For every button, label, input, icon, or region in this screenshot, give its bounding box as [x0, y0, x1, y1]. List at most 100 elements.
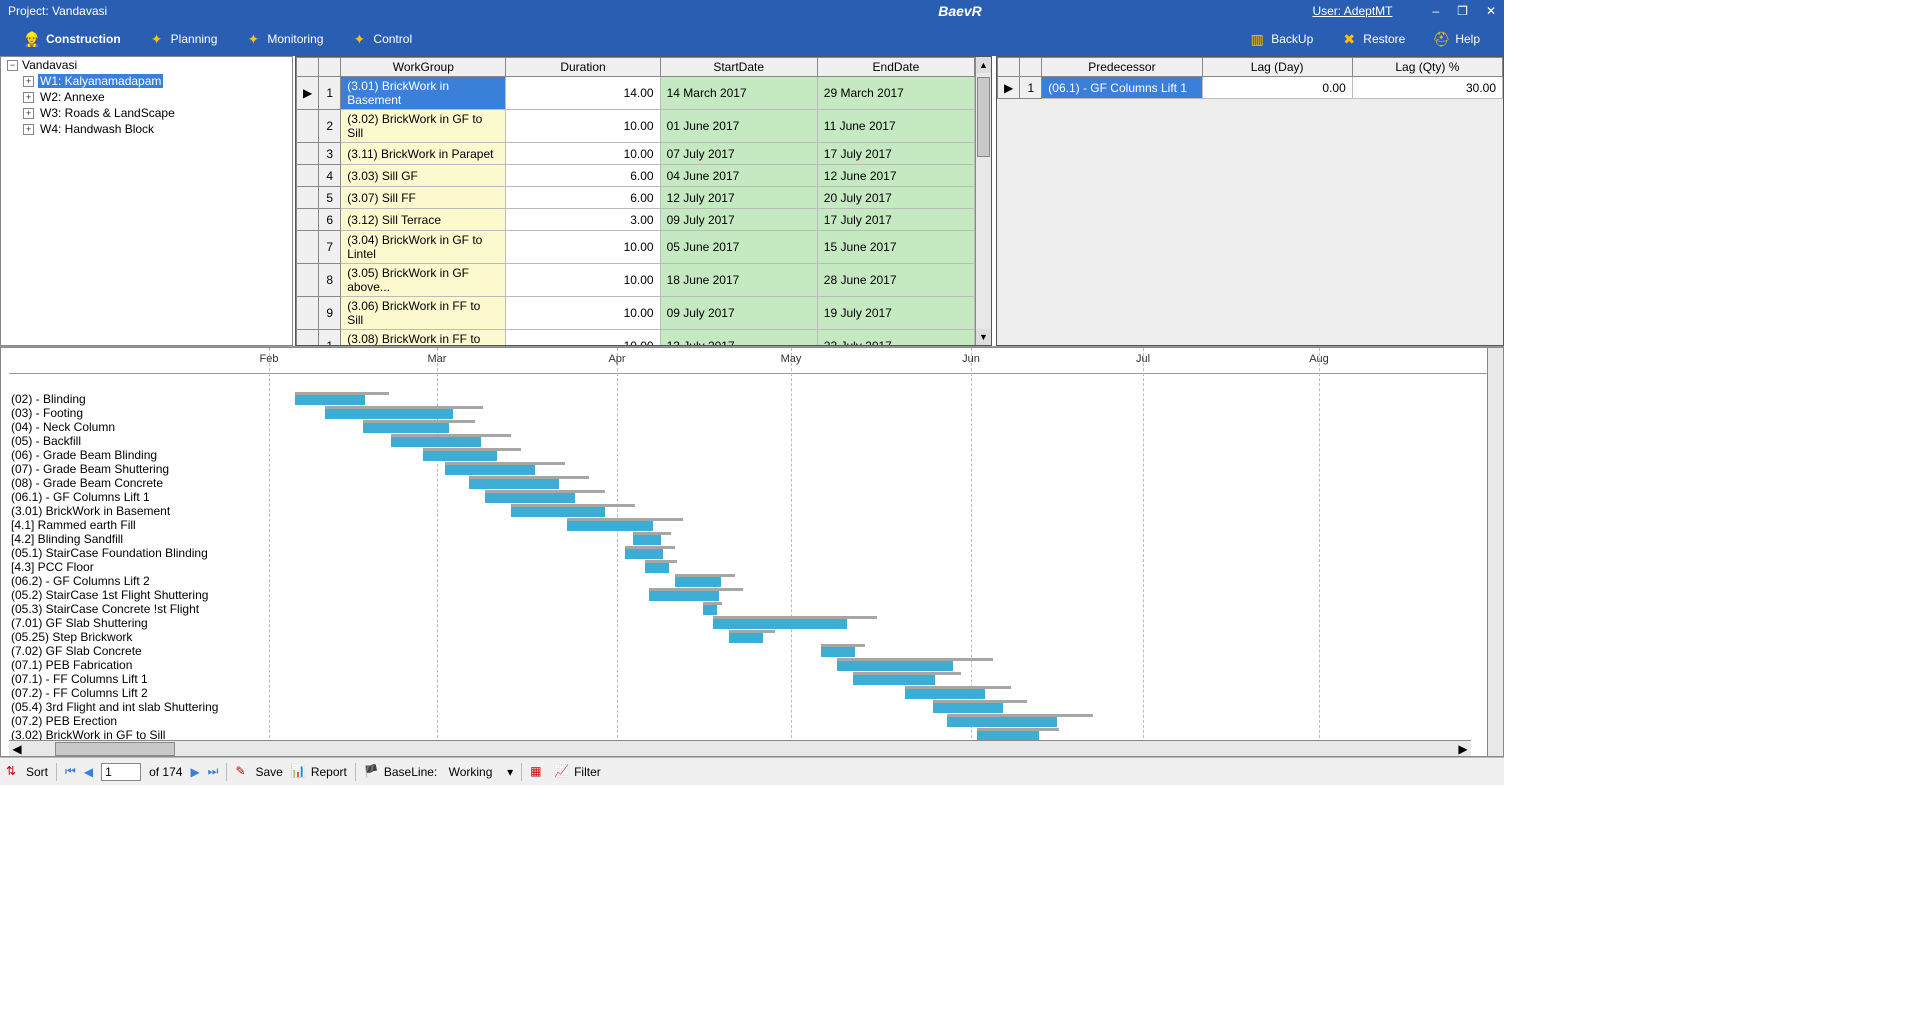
gantt-bar[interactable] [703, 605, 717, 615]
tree-item[interactable]: +W1: Kalyanamadapam [1, 73, 292, 89]
save-button[interactable]: ✎Save [235, 764, 282, 780]
cell-enddate[interactable]: 23 July 2017 [817, 330, 974, 346]
cell-startdate[interactable]: 04 June 2017 [660, 165, 817, 187]
gantt-bar[interactable] [391, 437, 481, 447]
table-row[interactable]: 5(3.07) Sill FF6.0012 July 201720 July 2… [297, 187, 975, 209]
nav-help[interactable]: ⛑Help [1419, 27, 1494, 51]
cell-workgroup[interactable]: (3.04) BrickWork in GF to Lintel [341, 231, 506, 264]
cell-duration[interactable]: 6.00 [506, 187, 660, 209]
gantt-bar[interactable] [649, 591, 719, 601]
nav-prev-button[interactable]: ◀ [84, 765, 93, 779]
close-button[interactable]: ✕ [1486, 4, 1496, 18]
expand-icon[interactable]: − [7, 60, 18, 71]
nav-first-button[interactable]: ⏮ [65, 764, 76, 779]
cell-duration[interactable]: 10.00 [506, 231, 660, 264]
table-row[interactable]: 9(3.06) BrickWork in FF to Sill10.0009 J… [297, 297, 975, 330]
cell-lag-day[interactable]: 0.00 [1202, 77, 1352, 99]
col-duration[interactable]: Duration [506, 58, 660, 77]
gantt-vscroll[interactable] [1487, 348, 1503, 756]
cell-enddate[interactable]: 29 March 2017 [817, 77, 974, 110]
cell-startdate[interactable]: 12 July 2017 [660, 187, 817, 209]
gantt-bar[interactable] [567, 521, 653, 531]
table-row[interactable]: 4(3.03) Sill GF6.0004 June 201712 June 2… [297, 165, 975, 187]
table-row[interactable]: 8(3.05) BrickWork in GF above...10.0018 … [297, 264, 975, 297]
table-row[interactable]: 7(3.04) BrickWork in GF to Lintel10.0005… [297, 231, 975, 264]
scroll-up-icon[interactable]: ▲ [976, 57, 991, 73]
cell-duration[interactable]: 3.00 [506, 209, 660, 231]
gantt-bar[interactable] [947, 717, 1057, 727]
gantt-bar[interactable] [713, 619, 847, 629]
cell-duration[interactable]: 10.00 [506, 264, 660, 297]
col-workgroup[interactable]: WorkGroup [341, 58, 506, 77]
task-grid[interactable]: WorkGroupDurationStartDateEndDate▶1(3.01… [296, 57, 975, 345]
gantt-bar[interactable] [469, 479, 559, 489]
cell-enddate[interactable]: 17 July 2017 [817, 143, 974, 165]
gantt-bar[interactable] [729, 633, 763, 643]
gantt-bar[interactable] [485, 493, 575, 503]
col-predecessor[interactable]: Predecessor [1042, 58, 1202, 77]
grid-button[interactable]: ▦ [530, 764, 546, 780]
nav-planning[interactable]: ✦Planning [135, 27, 232, 51]
cell-startdate[interactable]: 18 June 2017 [660, 264, 817, 297]
cell-startdate[interactable]: 07 July 2017 [660, 143, 817, 165]
gantt-bar[interactable] [905, 689, 985, 699]
task-grid-vscroll[interactable]: ▲ ▼ [975, 57, 991, 345]
cell-startdate[interactable]: 01 June 2017 [660, 110, 817, 143]
cell-enddate[interactable]: 28 June 2017 [817, 264, 974, 297]
cell-duration[interactable]: 10.00 [506, 297, 660, 330]
filter-button[interactable]: 📈Filter [554, 764, 601, 780]
cell-enddate[interactable]: 20 July 2017 [817, 187, 974, 209]
tree-item[interactable]: +W3: Roads & LandScape [1, 105, 292, 121]
nav-last-button[interactable]: ⏭ [208, 764, 219, 779]
cell-enddate[interactable]: 17 July 2017 [817, 209, 974, 231]
tree-root-item[interactable]: −Vandavasi [1, 57, 292, 73]
gantt-bar[interactable] [325, 409, 453, 419]
nav-next-button[interactable]: ▶ [190, 765, 199, 779]
cell-enddate[interactable]: 15 June 2017 [817, 231, 974, 264]
scroll-thumb[interactable] [977, 77, 990, 157]
table-row[interactable]: 1(3.08) BrickWork in FF to Lintel10.0013… [297, 330, 975, 346]
page-input[interactable] [101, 763, 141, 781]
user-link[interactable]: User: AdeptMT [1312, 4, 1392, 18]
cell-startdate[interactable]: 09 July 2017 [660, 209, 817, 231]
cell-workgroup[interactable]: (3.08) BrickWork in FF to Lintel [341, 330, 506, 346]
scroll-left-icon[interactable]: ◀ [9, 742, 25, 756]
expand-icon[interactable]: + [23, 92, 34, 103]
col-startdate[interactable]: StartDate [660, 58, 817, 77]
cell-workgroup[interactable]: (3.12) Sill Terrace [341, 209, 506, 231]
expand-icon[interactable]: + [23, 124, 34, 135]
report-button[interactable]: 📊Report [291, 764, 347, 780]
table-row[interactable]: 3(3.11) BrickWork in Parapet10.0007 July… [297, 143, 975, 165]
cell-workgroup[interactable]: (3.03) Sill GF [341, 165, 506, 187]
gantt-bar[interactable] [821, 647, 855, 657]
expand-icon[interactable]: + [23, 76, 34, 87]
gantt-bar[interactable] [511, 507, 605, 517]
cell-lag-qty[interactable]: 30.00 [1352, 77, 1502, 99]
cell-startdate[interactable]: 14 March 2017 [660, 77, 817, 110]
nav-backup[interactable]: ▥BackUp [1235, 27, 1327, 51]
gantt-bar[interactable] [633, 535, 661, 545]
gantt-bar[interactable] [363, 423, 449, 433]
nav-construction[interactable]: 👷Construction [10, 27, 135, 51]
table-row[interactable]: ▶1(06.1) - GF Columns Lift 10.0030.00 [998, 77, 1503, 99]
cell-enddate[interactable]: 12 June 2017 [817, 165, 974, 187]
cell-startdate[interactable]: 09 July 2017 [660, 297, 817, 330]
gantt-hscroll[interactable]: ◀ ▶ [9, 740, 1471, 756]
cell-workgroup[interactable]: (3.01) BrickWork in Basement [341, 77, 506, 110]
cell-enddate[interactable]: 19 July 2017 [817, 297, 974, 330]
cell-workgroup[interactable]: (3.07) Sill FF [341, 187, 506, 209]
cell-enddate[interactable]: 11 June 2017 [817, 110, 974, 143]
cell-workgroup[interactable]: (3.11) BrickWork in Parapet [341, 143, 506, 165]
cell-duration[interactable]: 10.00 [506, 143, 660, 165]
table-row[interactable]: 6(3.12) Sill Terrace3.0009 July 201717 J… [297, 209, 975, 231]
cell-startdate[interactable]: 13 July 2017 [660, 330, 817, 346]
cell-duration[interactable]: 6.00 [506, 165, 660, 187]
cell-duration[interactable]: 10.00 [506, 330, 660, 346]
maximize-button[interactable]: ❐ [1457, 4, 1468, 18]
gantt-bar[interactable] [445, 465, 535, 475]
gantt-bar[interactable] [675, 577, 721, 587]
baseline-dropdown[interactable]: 🏴BaseLine: Working ▾ [364, 764, 513, 780]
cell-workgroup[interactable]: (3.06) BrickWork in FF to Sill [341, 297, 506, 330]
col-lag-day[interactable]: Lag (Day) [1202, 58, 1352, 77]
cell-startdate[interactable]: 05 June 2017 [660, 231, 817, 264]
